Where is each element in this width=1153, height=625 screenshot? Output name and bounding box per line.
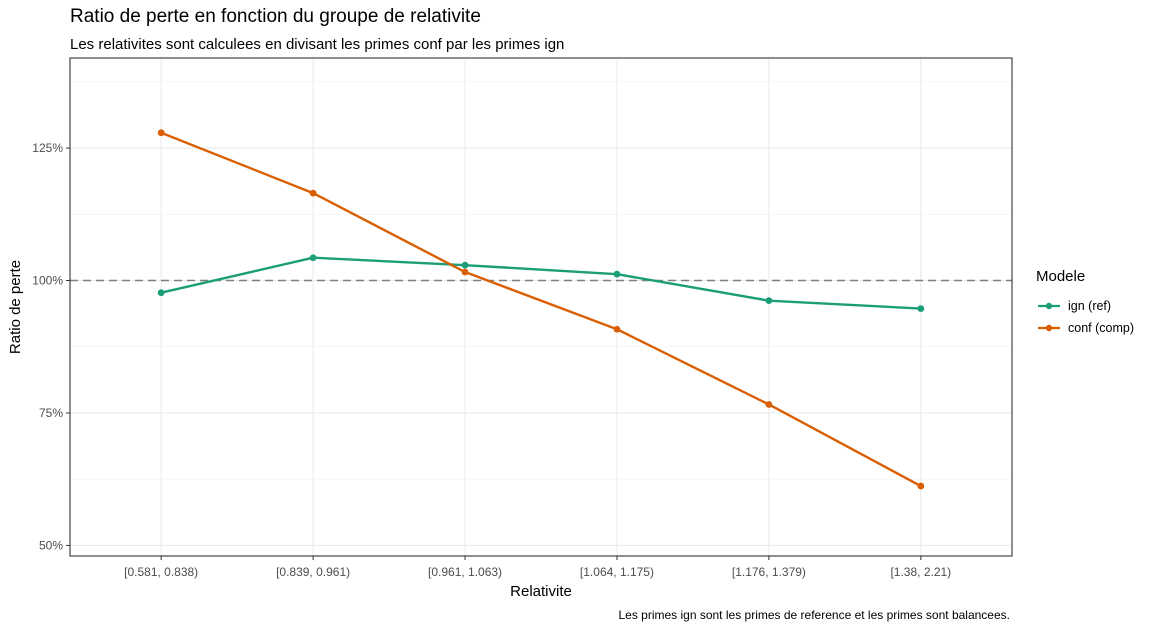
chart-caption: Les primes ign sont les primes de refere… bbox=[618, 608, 1010, 622]
x-tick-label: [1.38, 2.21) bbox=[890, 565, 951, 579]
legend-item-conf: conf (comp) bbox=[1036, 317, 1134, 339]
legend-label-ign: ign (ref) bbox=[1068, 299, 1112, 313]
x-tick-label: [0.961, 1.063) bbox=[428, 565, 502, 579]
y-axis-title: Ratio de perte bbox=[7, 260, 24, 354]
y-tick-label: 100% bbox=[32, 274, 63, 288]
data-point-1-0 bbox=[157, 129, 165, 137]
legend: Modele ign (ref) conf (comp) bbox=[1036, 268, 1134, 339]
y-tick-label: 75% bbox=[39, 406, 63, 420]
data-point-0-2 bbox=[461, 261, 469, 269]
x-tick-label: [0.581, 0.838) bbox=[124, 565, 198, 579]
legend-item-ign: ign (ref) bbox=[1036, 295, 1134, 317]
data-point-0-3 bbox=[613, 270, 621, 278]
data-point-0-4 bbox=[765, 297, 773, 305]
x-axis-title: Relativite bbox=[510, 583, 572, 600]
legend-label-conf: conf (comp) bbox=[1068, 321, 1134, 335]
x-tick-label: [1.176, 1.379) bbox=[732, 565, 806, 579]
data-point-0-0 bbox=[157, 289, 165, 297]
data-point-0-5 bbox=[917, 305, 925, 312]
data-point-1-4 bbox=[765, 401, 773, 408]
data-point-1-1 bbox=[309, 189, 317, 197]
x-tick-label: [1.064, 1.175) bbox=[580, 565, 654, 579]
data-point-1-3 bbox=[613, 325, 621, 333]
chart-title: Ratio de perte en fonction du groupe de … bbox=[70, 6, 481, 27]
chart-subtitle: Les relativites sont calculees en divisa… bbox=[70, 36, 565, 53]
data-point-0-1 bbox=[309, 254, 317, 262]
data-point-1-5 bbox=[917, 482, 925, 490]
legend-key-conf bbox=[1038, 324, 1060, 332]
series-line-0 bbox=[160, 256, 921, 310]
legend-key-ign bbox=[1038, 302, 1060, 310]
data-point-1-2 bbox=[461, 268, 469, 276]
y-tick-label: 125% bbox=[32, 141, 63, 155]
plot-panel bbox=[70, 58, 1012, 556]
plot-border bbox=[69, 57, 1013, 557]
x-tick-label: [0.839, 0.961) bbox=[276, 565, 350, 579]
legend-title: Modele bbox=[1036, 268, 1086, 285]
series-line-1 bbox=[160, 131, 922, 488]
y-tick-label: 50% bbox=[39, 538, 63, 552]
